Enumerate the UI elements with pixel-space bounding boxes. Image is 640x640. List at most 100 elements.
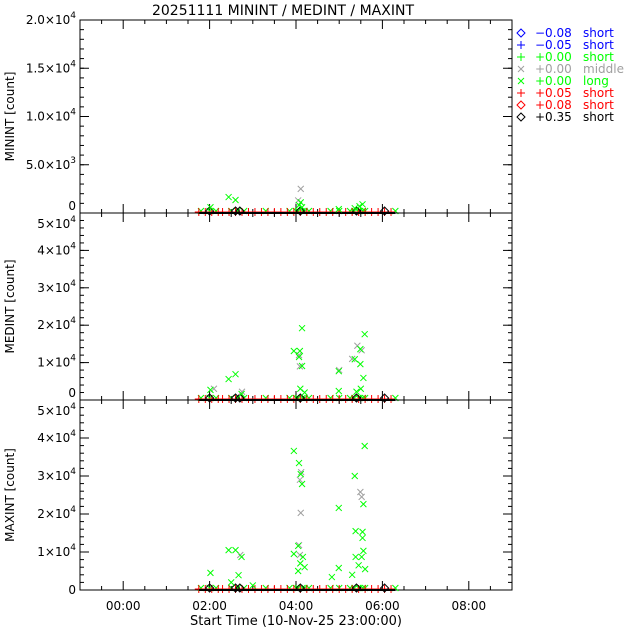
- legend-label: middle: [583, 62, 624, 76]
- point-green-x: [356, 202, 363, 210]
- y-tick-mantissa: 4×10: [37, 243, 70, 257]
- point-green-x: [335, 387, 343, 395]
- legend-value: +0.08: [535, 98, 572, 112]
- point-green-x: [360, 547, 367, 555]
- point-green-x: [301, 389, 308, 396]
- point-green-x: [351, 472, 359, 480]
- point-green-x: [207, 203, 214, 211]
- legend-value: +0.00: [535, 74, 572, 88]
- y-tick-label: 3×104: [37, 279, 76, 295]
- point-green-x: [352, 527, 359, 535]
- y-tick-exponent: 4: [70, 402, 76, 412]
- y-tick-mantissa: 3×10: [37, 469, 70, 483]
- point-gray-x: [238, 388, 246, 396]
- legend-label: long: [583, 74, 609, 88]
- y-tick-label: 3×104: [37, 467, 76, 483]
- point-green-x: [207, 569, 214, 577]
- legend-entry: +0.35 short: [516, 110, 614, 124]
- y-tick-mantissa: 1.0×10: [26, 110, 70, 124]
- point-green-x: [232, 196, 239, 204]
- y-tick-mantissa: 2×10: [37, 318, 70, 332]
- y-tick-label: 2×104: [37, 316, 76, 332]
- point-green-x: [290, 447, 298, 455]
- y-tick-exponent: 4: [70, 108, 76, 118]
- y-tick-exponent: 4: [70, 316, 76, 326]
- legend-value: +0.35: [535, 110, 572, 124]
- point-gray-x: [357, 488, 364, 496]
- point-green-x: [335, 205, 343, 213]
- point-green-x: [235, 571, 242, 579]
- y-tick-label: 1×104: [37, 354, 76, 370]
- y-tick-exponent: 4: [70, 467, 76, 477]
- point-gray-x: [296, 551, 304, 559]
- point-black-diamond: [230, 583, 241, 593]
- y-tick-exponent: 4: [70, 279, 76, 289]
- x-tick-label: 08:00: [452, 599, 487, 613]
- y-axis-label: MAXINT [count]: [3, 448, 17, 542]
- point-green-x: [357, 385, 365, 393]
- point-black-diamond: [230, 393, 241, 403]
- y-axis-label: MEDINT [count]: [3, 259, 17, 353]
- point-green-x: [335, 564, 343, 572]
- point-gray-x: [296, 362, 304, 370]
- point-green-x: [351, 355, 359, 363]
- legend-plus-icon: [517, 53, 525, 61]
- point-green-x: [351, 204, 359, 212]
- y-tick-exponent: 4: [70, 215, 76, 225]
- legend-entry: +0.08 short: [516, 98, 614, 112]
- point-green-x: [238, 553, 245, 561]
- y-tick-mantissa: 5×10: [37, 404, 70, 418]
- y-tick-label: 2.0×104: [26, 11, 76, 27]
- point-black-diamond: [351, 393, 362, 403]
- point-green-x: [298, 362, 306, 370]
- point-green-x: [360, 374, 367, 382]
- y-tick-exponent: 4: [70, 543, 76, 553]
- legend-label: short: [583, 110, 614, 124]
- point-green-x: [299, 553, 307, 561]
- point-gray-x: [296, 476, 304, 484]
- point-green-x: [358, 553, 366, 561]
- point-black-diamond: [379, 583, 390, 593]
- y-tick-exponent: 3: [70, 156, 76, 166]
- point-green-x: [353, 388, 360, 396]
- point-gray-x: [297, 468, 305, 476]
- point-green-x: [328, 573, 336, 581]
- point-green-x: [249, 582, 257, 589]
- point-black-diamond: [235, 393, 245, 403]
- point-green-x: [225, 375, 232, 383]
- point-green-x: [357, 360, 364, 368]
- y-tick-mantissa: 2×10: [37, 507, 70, 521]
- point-black-diamond: [295, 206, 306, 216]
- y-tick-exponent: 4: [70, 241, 76, 251]
- point-green-x: [361, 330, 369, 338]
- point-green-x: [238, 390, 245, 398]
- point-green-x: [297, 470, 305, 478]
- point-green-x: [298, 324, 306, 332]
- x-tick-label: 04:00: [279, 599, 314, 613]
- point-gray-x: [295, 351, 303, 359]
- x-tick-label: 00:00: [106, 599, 141, 613]
- y-tick-label: 0: [68, 583, 76, 597]
- legend-label: short: [583, 50, 614, 64]
- chart-title: 20251111 MININT / MEDINT / MAXINT: [152, 3, 414, 19]
- y-tick-mantissa: 2.0×10: [26, 13, 70, 27]
- point-green-x: [290, 550, 298, 558]
- y-tick-exponent: 4: [70, 11, 76, 21]
- y-tick-label: 5.0×103: [26, 156, 76, 172]
- y-tick-mantissa: 4×10: [37, 431, 70, 445]
- legend-value: −0.05: [535, 38, 572, 52]
- point-black-diamond: [235, 206, 245, 216]
- legend-entry: −0.08 short: [516, 26, 614, 40]
- y-tick-mantissa: 3×10: [37, 281, 70, 295]
- point-green-x: [355, 561, 362, 569]
- legend-diamond-icon: [516, 28, 526, 38]
- point-black-diamond: [351, 583, 362, 593]
- legend-value: +0.05: [535, 86, 572, 100]
- y-tick-label: 0: [68, 386, 76, 400]
- y-tick-label: 1.0×104: [26, 108, 76, 124]
- point-green-x: [227, 579, 235, 586]
- y-tick-label: 2×104: [37, 505, 76, 521]
- legend-plus-icon: [517, 89, 525, 97]
- point-black-diamond: [379, 206, 390, 216]
